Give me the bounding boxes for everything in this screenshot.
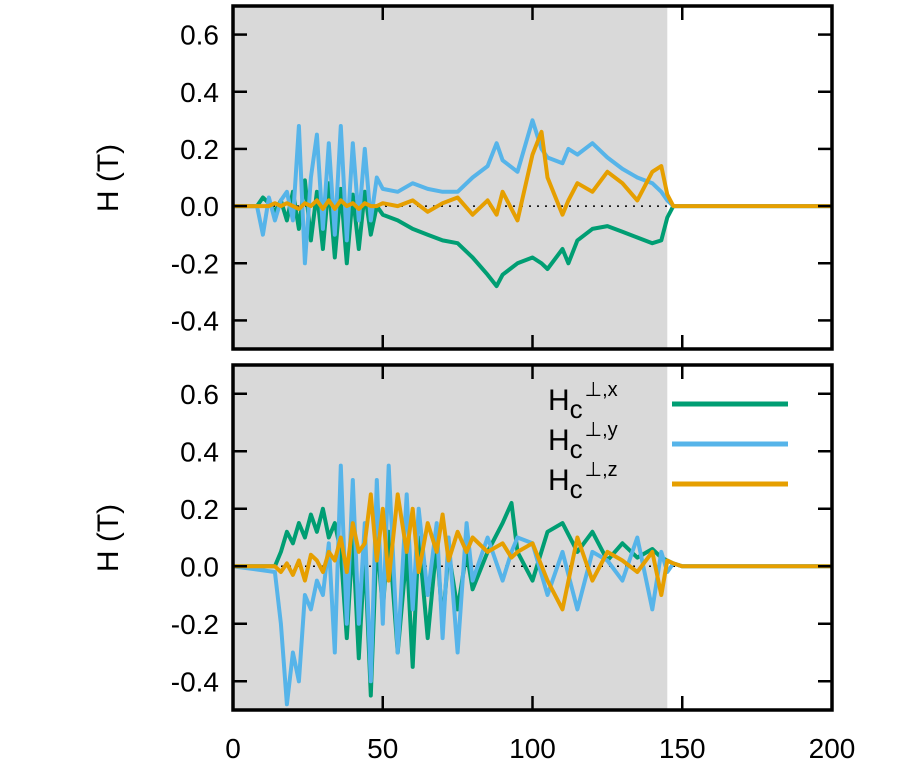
top-ytick-label: 0.6 [180,20,219,51]
bottom-series-z-line [233,492,832,612]
bottom-xtick-label: 50 [367,733,398,764]
top-series-x-line [233,178,832,289]
bottom-plot-frame [231,363,834,712]
bottom-xtick-label: 150 [659,733,706,764]
legend-entry-z-label: Hc⊥,z [548,459,618,504]
bottom-ytick-label: 0.6 [180,379,219,410]
top-ticks: 0.6 0.4 0.2 0.0 -0.2 -0.4 [171,6,834,349]
top-series-y-line [233,118,832,266]
legend: Hc⊥,xHc⊥,yHc⊥,z [548,379,788,504]
bottom-xtick-label: 100 [509,733,556,764]
bottom-ytick-label: -0.2 [171,609,219,640]
bottom-xtick-label: 200 [809,733,856,764]
top-ytick-label: -0.2 [171,248,219,279]
bottom-ytick-label: 0.2 [180,494,219,525]
bottom-panel: 0.6 0.4 0.2 0.0 -0.2 -0.4 0 50 100 150 200 H (T) H… [92,363,856,764]
top-ytick-label: 0.4 [180,77,219,108]
top-ytick-label: -0.4 [171,305,219,336]
top-series-z-line [233,129,832,223]
top-y-axis-title: H (T) [92,144,125,212]
top-panel: 0.6 0.4 0.2 0.0 -0.2 -0.4 H (T) [92,4,834,351]
bottom-ytick-label: -0.4 [171,666,219,697]
legend-entry-y-label: Hc⊥,y [548,419,618,464]
bottom-series-group [233,463,832,707]
top-shaded-region [233,6,668,349]
bottom-xtick-label: 0 [225,733,241,764]
bottom-ticks: 0.6 0.4 0.2 0.0 -0.2 -0.4 0 50 100 150 200 [171,365,856,764]
top-series-group [233,118,832,289]
bottom-y-axis-title: H (T) [92,504,125,572]
top-ytick-label: 0.0 [180,191,219,222]
top-ytick-label: 0.2 [180,134,219,165]
top-plot-frame [231,4,834,351]
bottom-ytick-label: 0.4 [180,436,219,467]
legend-entry-x-label: Hc⊥,x [548,379,618,424]
bottom-ytick-label: 0.0 [180,551,219,582]
